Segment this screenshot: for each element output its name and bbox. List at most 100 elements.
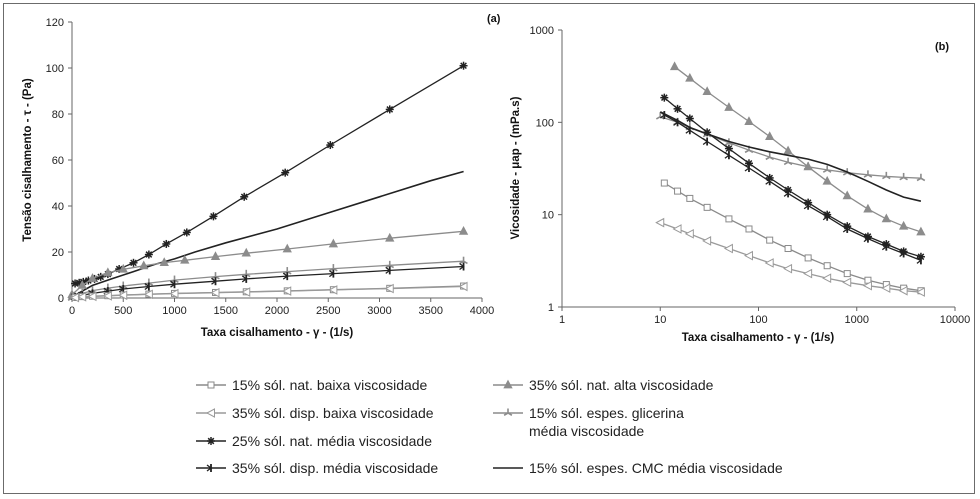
data-point-a-s5-7 [180,254,190,264]
data-point-a-s3-11 [182,228,191,237]
data-point-b-s2-10 [842,277,852,288]
data-point-b-s4-2 [685,126,691,135]
x-tick-label: 1000 [162,305,186,317]
panel-a-tick-labels: 0 500 1000 1500 2000 2500 3000 3500 4000 0 20 40 60 8… [46,17,495,317]
panel-b-x-axis-label: Taxa cisalhamento - γ - (1/s) [682,332,835,344]
y-tick-label: 100 [46,63,64,75]
data-point-b-s1-8 [804,254,812,262]
legend-item-s5: 35% sól. nat. alta viscosidade [493,377,714,393]
legend-label: 35% sól. disp. média viscosidade [232,460,438,476]
legend-marker [503,408,513,416]
data-point-b-s2-12 [881,283,891,293]
data-point-b-s2-4 [723,243,733,254]
data-point-a-s3-10 [162,239,171,248]
legend-item-s3: 25% sól. nat. média viscosidade [196,433,432,449]
data-point-a-s5-6 [159,257,169,266]
legend-item-s6: 15% sól. espes. glicerina média viscosida… [493,405,684,439]
series-line-b-s7 [659,111,922,202]
data-point-a-s5-2 [87,273,98,282]
data-point-a-s5-10 [282,243,292,253]
data-point-b-s4-3 [702,137,709,146]
data-point-a-s6-12 [459,256,468,265]
data-point-b-s1-3 [703,203,711,211]
data-point-b-s4-7 [783,189,790,198]
y-tick-label: 1 [548,302,554,314]
data-point-b-s3-4 [724,144,733,153]
data-point-a-s2-8 [241,287,251,297]
data-point-a-s2-5 [143,289,153,300]
panel-a-plot-area [67,61,469,303]
data-point-a-s5-4 [118,263,128,273]
series-line-b-s3 [663,97,922,258]
data-point-b-s5-0 [669,61,680,71]
data-point-b-s1-6 [766,236,774,244]
data-point-a-s5-9 [241,247,251,257]
data-point-a-s2-11 [384,283,394,294]
data-point-a-s4-11 [385,266,391,275]
data-point-b-s2-5 [743,250,753,261]
data-point-b-s6-8 [803,162,813,170]
legend-label: 15% sól. nat. baixa viscosidade [232,377,428,393]
data-point-b-s2-2 [684,229,694,239]
data-point-b-s5-11 [881,213,891,223]
data-point-b-s4-0 [659,111,666,120]
data-point-a-s3-9 [144,250,153,259]
data-point-b-s2-0 [655,217,665,228]
data-point-b-s6-13 [899,172,908,181]
legend-marker [207,437,215,445]
data-point-b-s3-3 [703,128,712,137]
data-point-b-s2-1 [672,224,682,234]
data-point-a-s4-7 [211,277,217,286]
data-point-b-s2-3 [702,236,712,246]
panel-a-x-axis-label: Taxa cisalhamento - γ - (1/s) [201,327,354,339]
data-point-a-s5-5 [139,260,149,270]
legend-marker [205,408,215,418]
x-tick-label: 10000 [940,314,971,326]
data-point-b-s4-11 [863,234,870,243]
data-point-a-s3-13 [240,192,249,201]
x-tick-label: 2500 [316,305,340,317]
data-point-b-s4-8 [803,201,810,210]
legend-marker [206,464,213,472]
legend-label: 35% sól. nat. alta viscosidade [529,377,714,393]
data-point-b-s1-2 [686,194,694,202]
data-point-a-s3-8 [129,258,138,267]
y-tick-label: 80 [52,109,64,121]
panel-b: 1 10 100 1000 10000 1 10 100 1000 (b) Taxa cisal… [510,25,970,344]
data-point-b-s2-7 [783,263,793,274]
legend-label: 35% sól. disp. baixa viscosidade [232,405,434,421]
data-point-b-s2-13 [898,285,908,296]
data-point-a-s2-10 [328,285,338,295]
legend-label: 15% sól. espes. CMC média viscosidade [529,460,783,476]
data-point-b-s5-8 [822,175,832,185]
data-point-a-s4-9 [282,272,289,281]
data-point-b-s4-14 [916,256,923,265]
legend-item-s4: 35% sól. disp. média viscosidade [196,460,438,476]
data-point-b-s1-9 [823,262,831,270]
x-tick-label: 4000 [470,305,494,317]
data-point-a-s5-11 [328,238,339,248]
legend-label: 15% sól. espes. glicerina [529,405,684,421]
panel-a-y-axis-label: Tensão cisalhamento - τ - (Pa) [22,78,34,242]
legend-item-s2: 35% sól. disp. baixa viscosidade [196,405,434,421]
data-point-a-s2-12 [458,281,468,292]
series-line-b-s5 [674,66,922,233]
data-point-b-s2-14 [915,287,925,297]
data-point-a-s3-16 [385,105,394,114]
data-point-b-s4-4 [724,151,731,160]
data-point-a-s2-7 [210,287,220,298]
data-point-b-s1-4 [725,215,733,223]
data-point-b-s1-5 [745,225,753,233]
data-point-b-s4-5 [744,164,751,173]
y-tick-label: 20 [52,247,64,259]
legend-item-s1: 15% sól. nat. baixa viscosidade [196,377,428,393]
data-point-a-s2-4 [118,290,128,301]
data-point-a-s2-1 [77,292,87,302]
data-point-a-s5-13 [458,225,469,235]
panel-b-y-axis-label: Vicosidade - μap - (mPa.s) [510,96,522,239]
y-tick-label: 100 [536,117,554,129]
legend: 15% sól. nat. baixa viscosidade 35% sól. … [196,377,783,476]
data-point-b-s4-12 [881,242,888,251]
data-point-b-s5-12 [898,220,909,230]
